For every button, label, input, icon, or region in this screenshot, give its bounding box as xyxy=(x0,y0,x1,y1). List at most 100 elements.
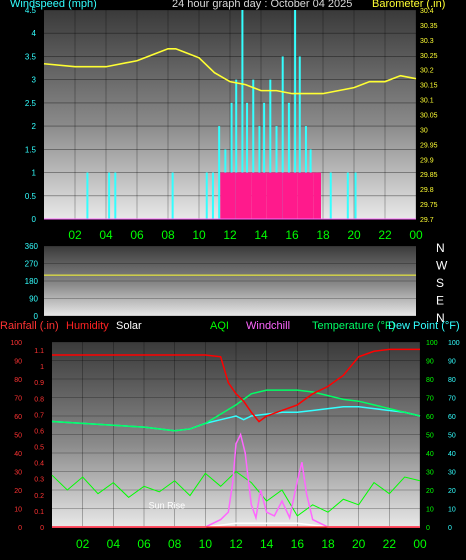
windspeed-tick-label: 0 xyxy=(32,215,37,224)
temperature-tick-label: 70 xyxy=(426,396,434,403)
windspeed-tick-label: 2.5 xyxy=(25,99,37,108)
windspeed-bar xyxy=(205,172,208,219)
temp-x-tick-label: 10 xyxy=(199,537,213,551)
temperature-tick-label: 40 xyxy=(426,451,434,458)
windspeed-bar xyxy=(211,172,214,219)
sunrise-annotation: Sun Rise xyxy=(149,501,186,511)
temperature-tick-label: 10 xyxy=(426,507,434,514)
humidity-tick-label: 90 xyxy=(14,359,22,366)
rainfall-tick-label: 0.1 xyxy=(34,509,44,516)
dewpoint-tick-label: 20 xyxy=(448,488,456,495)
wind-x-tick-label: 22 xyxy=(378,228,392,242)
wind-gust-bar xyxy=(251,172,259,219)
wind-gust-bar xyxy=(305,172,314,219)
compass-label: S xyxy=(436,276,444,290)
wind-x-tick-label: 00 xyxy=(409,228,423,242)
windchill-legend: Windchill xyxy=(246,320,291,332)
solar-legend: Solar xyxy=(116,320,142,332)
dewpoint-tick-label: 40 xyxy=(448,451,456,458)
temperature-tick-label: 60 xyxy=(426,414,434,421)
rainfall-tick-label: 1.1 xyxy=(34,348,44,355)
temp-x-tick-label: 02 xyxy=(76,537,90,551)
compass-label: W xyxy=(436,259,448,273)
temp-x-tick-label: 12 xyxy=(229,537,243,551)
temperature-axis-title: Temperature (°F) xyxy=(312,320,396,332)
direction-tick-label: 180 xyxy=(25,277,39,286)
humidity-tick-label: 80 xyxy=(14,377,22,384)
temp-x-tick-label: 08 xyxy=(168,537,182,551)
wind-gust-bar xyxy=(228,172,236,219)
barometer-tick-label: 30 xyxy=(420,127,428,134)
barometer-tick-label: 30.15 xyxy=(420,83,438,90)
wind-x-tick-label: 06 xyxy=(130,228,144,242)
rainfall-axis-title: Rainfall (.in) xyxy=(0,320,59,332)
windspeed-tick-label: 0.5 xyxy=(25,192,37,201)
temperature-tick-label: 20 xyxy=(426,488,434,495)
temperature-tick-label: 0 xyxy=(426,525,430,532)
rainfall-tick-label: 0.8 xyxy=(34,396,44,403)
barometer-tick-label: 30.4 xyxy=(420,8,434,15)
rainfall-tick-label: 0.2 xyxy=(34,493,44,500)
barometer-tick-label: 29.7 xyxy=(420,217,434,224)
barometer-tick-label: 29.85 xyxy=(420,172,438,179)
wind-x-tick-label: 12 xyxy=(223,228,237,242)
dewpoint-tick-label: 100 xyxy=(448,340,460,347)
direction-tick-label: 270 xyxy=(25,260,39,269)
solar-line xyxy=(52,522,420,528)
humidity-tick-label: 60 xyxy=(14,414,22,421)
windspeed-tick-label: 3.5 xyxy=(25,52,37,61)
windspeed-bar xyxy=(281,56,284,219)
windspeed-bar xyxy=(114,172,117,219)
barometer-tick-label: 30.35 xyxy=(420,23,438,30)
humidity-tick-label: 40 xyxy=(14,451,22,458)
barometer-tick-label: 29.8 xyxy=(420,187,434,194)
wind-x-tick-label: 08 xyxy=(161,228,175,242)
wind-gust-bar xyxy=(282,172,290,219)
dewpoint-tick-label: 10 xyxy=(448,507,456,514)
windspeed-bar xyxy=(263,102,266,219)
dewpoint-tick-label: 50 xyxy=(448,433,456,440)
wind-gust-bar xyxy=(220,172,228,219)
temperature-tick-label: 30 xyxy=(426,470,434,477)
wind-x-tick-label: 20 xyxy=(347,228,361,242)
compass-label: E xyxy=(436,294,444,308)
aqi-line xyxy=(51,470,421,517)
windspeed-bar xyxy=(235,79,238,220)
humidity-tick-label: 100 xyxy=(10,340,22,347)
barometer-tick-label: 30.05 xyxy=(420,113,438,120)
wind-x-tick-label: 14 xyxy=(254,228,268,242)
barometer-line xyxy=(43,48,417,95)
windspeed-axis-title: Windspeed (mph) xyxy=(10,0,97,10)
wind-gust-bar xyxy=(290,172,298,219)
direction-tick-label: 90 xyxy=(29,295,38,304)
temperature-tick-label: 90 xyxy=(426,359,434,366)
windspeed-tick-label: 4 xyxy=(32,29,37,38)
wind-x-tick-label: 18 xyxy=(316,228,330,242)
windspeed-bar xyxy=(252,79,255,220)
humidity-tick-label: 0 xyxy=(18,525,22,532)
rainfall-tick-label: 0.9 xyxy=(34,380,44,387)
barometer-tick-label: 29.95 xyxy=(420,142,438,149)
humidity-tick-label: 70 xyxy=(14,396,22,403)
rainfall-tick-label: 0.3 xyxy=(34,477,44,484)
windspeed-bar xyxy=(171,172,174,219)
rainfall-tick-label: 0.6 xyxy=(34,428,44,435)
wind-gust-bar xyxy=(297,172,306,219)
barometer-axis-title: Barometer (.in) xyxy=(372,0,446,10)
direction-tick-label: 360 xyxy=(25,242,39,251)
dewpoint-tick-label: 80 xyxy=(448,377,456,384)
aqi-legend: AQI xyxy=(210,320,229,332)
wind-gust-bar xyxy=(313,172,321,219)
wind-x-tick-label: 02 xyxy=(68,228,82,242)
windspeed-bar xyxy=(354,172,357,219)
wind-gust-bar xyxy=(266,172,275,219)
windspeed-bar xyxy=(269,79,272,220)
rainfall-tick-label: 1 xyxy=(40,364,44,371)
windspeed-bar xyxy=(241,10,244,219)
barometer-tick-label: 29.9 xyxy=(420,157,434,164)
windspeed-tick-label: 3 xyxy=(32,76,37,85)
temperature-tick-label: 50 xyxy=(426,433,434,440)
wind-x-tick-label: 16 xyxy=(285,228,299,242)
windspeed-tick-label: 1 xyxy=(32,169,37,178)
wind-gust-bar xyxy=(243,172,252,219)
